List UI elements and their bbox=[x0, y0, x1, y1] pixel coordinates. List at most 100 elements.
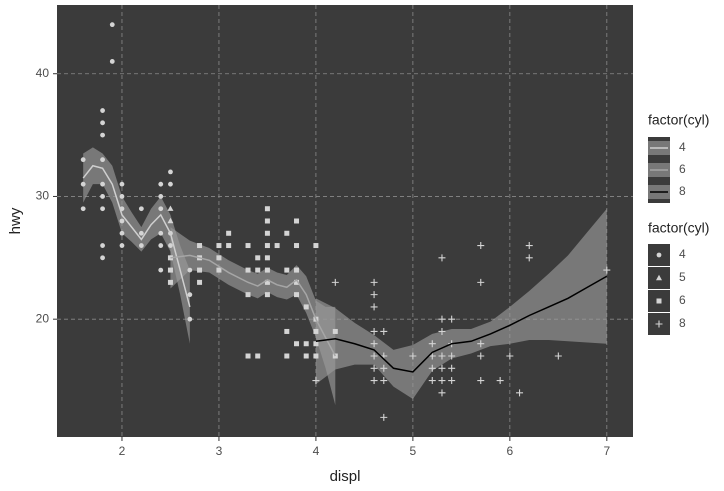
point bbox=[245, 353, 251, 359]
point bbox=[525, 254, 533, 262]
point bbox=[370, 327, 378, 335]
point bbox=[370, 364, 378, 372]
point bbox=[313, 341, 319, 347]
point bbox=[603, 266, 611, 274]
y-tick-label: 20 bbox=[36, 311, 50, 325]
point bbox=[197, 267, 203, 273]
point bbox=[477, 278, 485, 286]
x-axis-title: displ bbox=[330, 468, 361, 485]
smooth-line bbox=[315, 275, 608, 373]
point bbox=[428, 352, 436, 360]
point bbox=[477, 340, 485, 348]
x-tick-label: 7 bbox=[603, 444, 610, 458]
point bbox=[477, 352, 485, 360]
point bbox=[428, 364, 436, 372]
point bbox=[197, 243, 203, 249]
point bbox=[138, 206, 144, 212]
point bbox=[409, 352, 417, 360]
legend-label: 8 bbox=[679, 184, 686, 198]
point bbox=[119, 181, 125, 187]
point bbox=[158, 206, 164, 212]
point bbox=[313, 243, 319, 249]
point bbox=[438, 315, 446, 323]
point bbox=[158, 181, 164, 187]
point bbox=[100, 120, 105, 126]
point bbox=[168, 169, 173, 175]
point bbox=[496, 377, 504, 385]
point bbox=[119, 230, 125, 236]
y-tick-label: 30 bbox=[36, 189, 50, 203]
point bbox=[438, 364, 446, 372]
legend-symbol bbox=[656, 298, 662, 304]
point bbox=[119, 194, 125, 199]
point bbox=[294, 243, 300, 249]
legend-title: factor(cyl) bbox=[648, 220, 709, 236]
point bbox=[100, 194, 105, 199]
point bbox=[370, 291, 378, 299]
point bbox=[216, 255, 222, 261]
y-axis-title: hwy bbox=[7, 207, 24, 234]
x-tick-label: 4 bbox=[313, 444, 320, 458]
point bbox=[284, 328, 290, 334]
point bbox=[100, 206, 105, 212]
point bbox=[380, 377, 388, 385]
point bbox=[370, 340, 378, 348]
point bbox=[506, 352, 514, 360]
point bbox=[167, 279, 173, 285]
point bbox=[303, 341, 309, 347]
point bbox=[158, 230, 164, 236]
point bbox=[138, 230, 144, 236]
point bbox=[516, 389, 524, 397]
point bbox=[100, 157, 105, 163]
point bbox=[448, 352, 456, 360]
point bbox=[448, 377, 456, 385]
legend-label: 5 bbox=[679, 270, 686, 284]
x-tick-label: 5 bbox=[410, 444, 417, 458]
point bbox=[312, 377, 320, 385]
point bbox=[264, 218, 270, 224]
legend-title: factor(cyl) bbox=[648, 112, 709, 128]
legend-label: 4 bbox=[679, 247, 686, 261]
smooth-line bbox=[170, 254, 336, 357]
point bbox=[264, 243, 270, 249]
point bbox=[438, 352, 446, 360]
point bbox=[158, 194, 164, 199]
point bbox=[294, 341, 300, 347]
point bbox=[167, 205, 174, 211]
point bbox=[438, 254, 446, 262]
x-tick-label: 6 bbox=[507, 444, 514, 458]
point bbox=[80, 157, 86, 163]
point bbox=[264, 279, 270, 285]
point bbox=[554, 352, 562, 360]
point bbox=[187, 316, 193, 322]
y-tick-label: 40 bbox=[36, 66, 50, 80]
point bbox=[168, 181, 173, 187]
point bbox=[168, 243, 173, 248]
point bbox=[438, 327, 446, 335]
legend-symbol bbox=[656, 274, 662, 281]
point bbox=[255, 353, 261, 359]
point bbox=[187, 267, 193, 273]
point bbox=[438, 377, 446, 385]
point bbox=[100, 108, 105, 113]
point bbox=[167, 217, 174, 224]
point bbox=[313, 328, 319, 334]
plot-panel bbox=[57, 5, 633, 437]
point bbox=[332, 328, 338, 334]
point bbox=[158, 267, 164, 273]
point bbox=[380, 327, 388, 335]
point bbox=[428, 377, 436, 385]
point bbox=[380, 413, 388, 421]
legend-label: 8 bbox=[679, 316, 686, 330]
point bbox=[264, 230, 270, 236]
smooth-line bbox=[82, 164, 191, 308]
point bbox=[303, 353, 309, 359]
point bbox=[294, 218, 300, 224]
point bbox=[167, 267, 173, 273]
point bbox=[226, 243, 232, 249]
x-tick-label: 2 bbox=[119, 444, 126, 458]
point bbox=[245, 292, 251, 298]
point bbox=[197, 279, 203, 285]
point bbox=[216, 267, 222, 273]
